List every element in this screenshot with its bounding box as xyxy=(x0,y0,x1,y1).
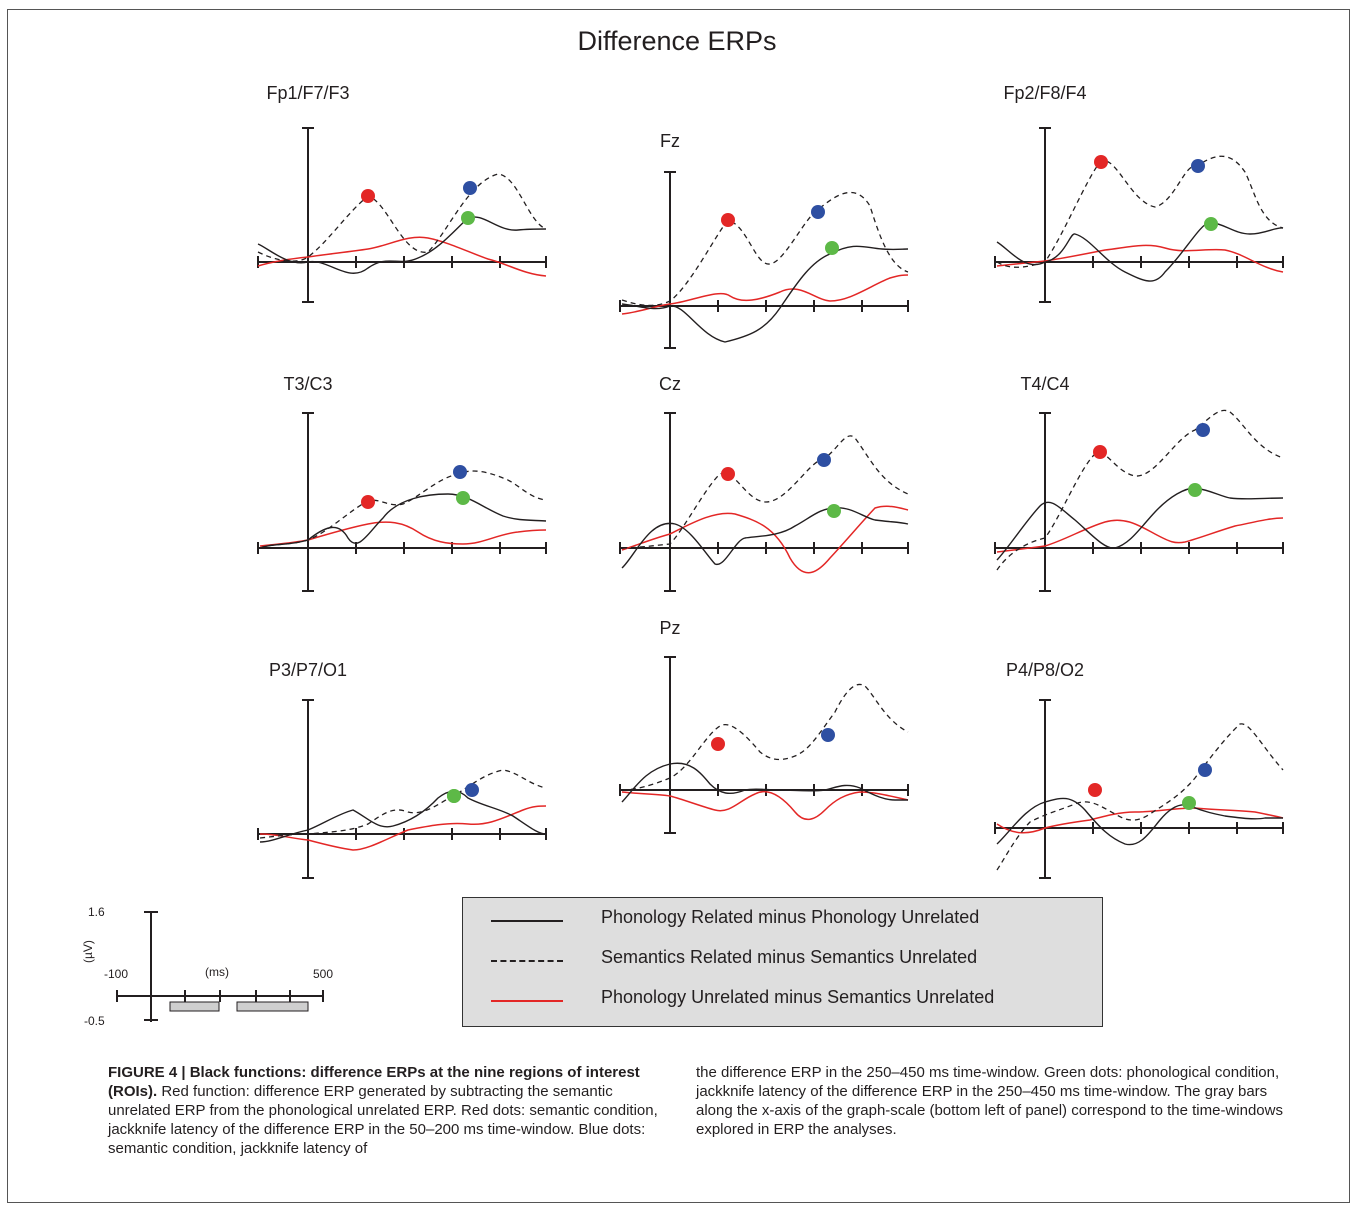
blue-latency-dot xyxy=(1198,763,1212,777)
green-latency-dot xyxy=(1182,796,1196,810)
graph-scale: 1.6 -0.5 -100 (ms) 500 (µV) xyxy=(81,905,333,1028)
semantics-related-minus-unrelated-line xyxy=(996,723,1284,871)
blue-latency-dot xyxy=(1191,159,1205,173)
erp-panel: Fp1/F7/F3 xyxy=(257,83,547,303)
dashed-line-swatch xyxy=(491,960,563,962)
erp-panels: Fp1/F7/F3 Fz Fp2/F8/F4 T3/C3 Cz T4/C4 P3/P7/O1… xyxy=(81,83,1284,1028)
panel-title: P3/P7/O1 xyxy=(269,660,347,680)
semantics-related-minus-unrelated-line xyxy=(996,155,1284,268)
phonology-related-minus-unrelated-line xyxy=(621,245,909,343)
green-latency-dot xyxy=(1204,217,1218,231)
semantics-related-minus-unrelated-line xyxy=(257,173,547,262)
red-line-swatch xyxy=(491,1000,563,1002)
erp-panel: P4/P8/O2 xyxy=(994,660,1284,879)
semantics-related-minus-unrelated-line xyxy=(259,470,547,549)
legend-item-phon-unrelated: Phonology Unrelated minus Semantics Unre… xyxy=(463,986,1102,1016)
erp-panel: Fp2/F8/F4 xyxy=(994,83,1284,303)
phonology-unrelated-minus-semantics-unrelated-line xyxy=(259,805,547,851)
green-latency-dot xyxy=(827,504,841,518)
red-latency-dot xyxy=(1093,445,1107,459)
erp-panel: Cz xyxy=(619,374,909,592)
red-latency-dot xyxy=(1094,155,1108,169)
semantics-related-minus-unrelated-line xyxy=(621,683,909,791)
blue-latency-dot xyxy=(811,205,825,219)
blue-latency-dot xyxy=(821,728,835,742)
legend-item-phon-related: Phonology Related minus Phonology Unrela… xyxy=(463,906,1102,936)
phonology-related-minus-unrelated-line xyxy=(621,507,909,569)
phonology-unrelated-minus-semantics-unrelated-line xyxy=(257,236,547,277)
red-latency-dot xyxy=(1088,783,1102,797)
panel-title: Cz xyxy=(659,374,681,394)
panel-title: T4/C4 xyxy=(1020,374,1069,394)
legend-label-phon-related: Phonology Related minus Phonology Unrela… xyxy=(601,907,980,927)
blue-latency-dot xyxy=(465,783,479,797)
semantics-related-minus-unrelated-line xyxy=(259,769,547,839)
phonology-unrelated-minus-semantics-unrelated-line xyxy=(996,244,1284,273)
green-latency-dot xyxy=(456,491,470,505)
green-latency-dot xyxy=(447,789,461,803)
legend-label-phon-unrelated: Phonology Unrelated minus Semantics Unre… xyxy=(601,987,995,1007)
phonology-unrelated-minus-semantics-unrelated-line xyxy=(996,517,1284,553)
caption-left-body: Red function: difference ERP generated b… xyxy=(108,1083,658,1157)
erp-panel: T3/C3 xyxy=(257,374,547,592)
phonology-related-minus-unrelated-line xyxy=(257,216,547,274)
erp-panel: Fz xyxy=(619,131,909,349)
phonology-related-minus-unrelated-line xyxy=(996,487,1284,561)
red-latency-dot xyxy=(721,467,735,481)
caption-title: FIGURE 4 | Black functions: difference E… xyxy=(108,1064,640,1100)
red-latency-dot xyxy=(361,495,375,509)
red-latency-dot xyxy=(711,737,725,751)
figure-frame xyxy=(7,9,1350,1203)
phonology-related-minus-unrelated-line xyxy=(996,221,1284,282)
panel-title: Fp2/F8/F4 xyxy=(1003,83,1086,103)
phonology-unrelated-minus-semantics-unrelated-line xyxy=(621,505,909,574)
green-latency-dot xyxy=(1188,483,1202,497)
red-latency-dot xyxy=(361,189,375,203)
caption-column-left: FIGURE 4 | Black functions: difference E… xyxy=(108,1063,673,1158)
legend-label-sem-related: Semantics Related minus Semantics Unrela… xyxy=(601,947,978,967)
phonology-unrelated-minus-semantics-unrelated-line xyxy=(996,807,1284,834)
phonology-related-minus-unrelated-line xyxy=(259,493,547,549)
time-window-bar-early xyxy=(169,1001,220,1012)
phonology-related-minus-unrelated-line xyxy=(621,762,908,803)
scale-x-min: -100 xyxy=(104,967,128,981)
caption-column-right: the difference ERP in the 250–450 ms tim… xyxy=(696,1064,1283,1138)
panel-title: Fp1/F7/F3 xyxy=(266,83,349,103)
scale-x-unit: (ms) xyxy=(205,965,229,979)
blue-latency-dot xyxy=(463,181,477,195)
blue-latency-dot xyxy=(817,453,831,467)
solid-line-swatch xyxy=(491,920,563,922)
erp-panel: Pz xyxy=(619,618,909,834)
panel-title: Pz xyxy=(659,618,680,638)
phonology-unrelated-minus-semantics-unrelated-line xyxy=(621,274,909,315)
scale-y-min: -0.5 xyxy=(84,1014,105,1028)
phonology-related-minus-unrelated-line xyxy=(996,797,1283,846)
semantics-related-minus-unrelated-line xyxy=(621,435,909,549)
scale-y-max: 1.6 xyxy=(88,905,105,919)
legend: Phonology Related minus Phonology Unrela… xyxy=(462,897,1103,1027)
panel-title: T3/C3 xyxy=(283,374,332,394)
red-latency-dot xyxy=(721,213,735,227)
legend-item-sem-related: Semantics Related minus Semantics Unrela… xyxy=(463,946,1102,976)
scale-y-unit: (µV) xyxy=(81,940,95,963)
panel-title: P4/P8/O2 xyxy=(1006,660,1084,680)
blue-latency-dot xyxy=(1196,423,1210,437)
semantics-related-minus-unrelated-line xyxy=(621,191,909,307)
phonology-related-minus-unrelated-line xyxy=(259,790,547,843)
phonology-unrelated-minus-semantics-unrelated-line xyxy=(621,791,909,821)
figure-title: Difference ERPs xyxy=(577,26,777,56)
blue-latency-dot xyxy=(453,465,467,479)
panel-title: Fz xyxy=(660,131,680,151)
green-latency-dot xyxy=(461,211,475,225)
scale-x-max: 500 xyxy=(313,967,333,981)
time-window-bar-late xyxy=(236,1001,309,1012)
green-latency-dot xyxy=(825,241,839,255)
erp-panel: T4/C4 xyxy=(994,374,1284,592)
erp-panel: P3/P7/O1 xyxy=(257,660,547,879)
